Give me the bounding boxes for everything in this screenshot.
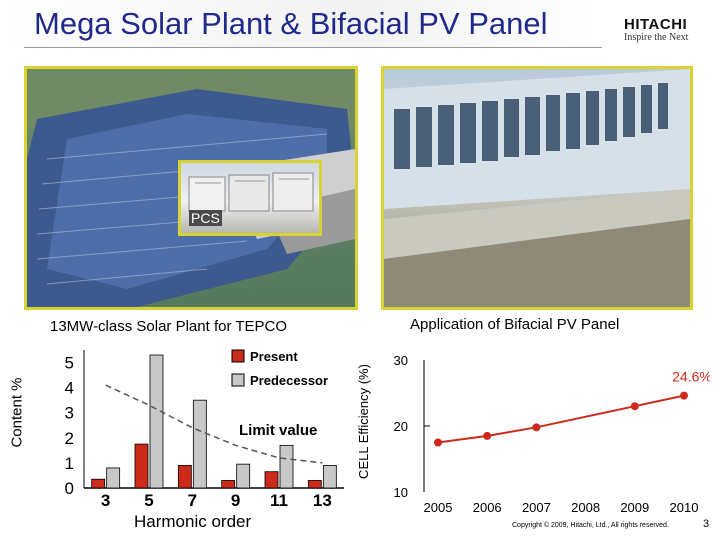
harmonic-y-tick-label: 1 xyxy=(65,454,74,473)
efficiency-point xyxy=(483,431,492,440)
copyright-notice: Copyright © 2009, Hitachi, Ltd., All rig… xyxy=(512,522,669,529)
efficiency-y-axis-label: CELL Efficiency (%) xyxy=(355,364,371,479)
efficiency-x-tick-label: 2007 xyxy=(522,500,551,515)
efficiency-y-tick-label: 30 xyxy=(394,353,408,368)
hitachi-logo: HITACHI Inspire the Next xyxy=(624,16,710,46)
pcs-label: PCS xyxy=(189,210,222,226)
bifacial-caption: Application of Bifacial PV Panel xyxy=(410,316,620,333)
limit-value-line xyxy=(105,384,323,464)
limit-value-label: Limit value xyxy=(239,422,317,439)
pcs-inset-photo: PCS xyxy=(178,160,322,236)
harmonic-bar-predecessor xyxy=(236,463,251,489)
efficiency-chart: 10 20 30 2005 2006 2007 2008 2009 2010 24.6% xyxy=(394,353,710,515)
harmonic-chart: Present Predecessor Limit value 0 1 2 3 4 5 3 5… xyxy=(65,349,344,510)
efficiency-annotation: 24.6% xyxy=(672,369,710,385)
harmonic-bar-predecessor xyxy=(279,444,294,489)
solar-plant-caption: 13MW-class Solar Plant for TEPCO xyxy=(50,318,288,335)
slide-title: Mega Solar Plant & Bifacial PV Panel xyxy=(34,6,548,41)
harmonic-x-axis-label: Harmonic order xyxy=(134,512,252,531)
harmonic-bar-predecessor xyxy=(106,467,121,489)
harmonic-bar-present xyxy=(134,443,149,489)
efficiency-x-tick-label: 2005 xyxy=(424,500,453,515)
efficiency-y-tick-label: 20 xyxy=(394,419,408,434)
harmonic-y-tick-label: 3 xyxy=(65,404,74,423)
harmonic-bar-predecessor xyxy=(149,354,164,489)
harmonic-bar-present xyxy=(307,480,322,489)
efficiency-x-tick-label: 2010 xyxy=(670,500,699,515)
harmonic-bar-present xyxy=(264,471,279,489)
harmonic-x-tick-label: 11 xyxy=(270,491,288,510)
efficiency-x-tick-label: 2009 xyxy=(620,500,649,515)
efficiency-point xyxy=(532,423,541,432)
legend-present-label: Present xyxy=(250,349,298,364)
harmonic-y-tick-label: 0 xyxy=(65,479,74,498)
bifacial-panel-photo xyxy=(381,66,693,310)
efficiency-line xyxy=(437,394,685,444)
title-bar xyxy=(0,0,600,48)
efficiency-point xyxy=(680,391,688,400)
efficiency-x-tick-label: 2006 xyxy=(473,500,502,515)
logo-wordmark: HITACHI xyxy=(624,16,688,33)
harmonic-bar-present xyxy=(177,465,192,489)
legend-predecessor-label: Predecessor xyxy=(250,373,328,388)
harmonic-bar-present xyxy=(91,478,106,489)
efficiency-point xyxy=(434,438,442,447)
harmonic-x-tick-label: 5 xyxy=(144,491,153,510)
efficiency-y-tick-label: 10 xyxy=(394,485,408,500)
efficiency-point xyxy=(630,402,639,411)
harmonic-x-tick-label: 13 xyxy=(313,491,332,510)
pcs-units-illustration xyxy=(188,172,314,212)
page-number: 3 xyxy=(703,518,710,530)
harmonic-x-tick-label: 9 xyxy=(231,491,240,510)
harmonic-bar-present xyxy=(221,480,236,489)
harmonic-x-tick-label: 7 xyxy=(188,491,197,510)
logo-tagline: Inspire the Next xyxy=(624,32,689,43)
legend-predecessor-swatch xyxy=(231,373,245,387)
harmonic-y-tick-label: 4 xyxy=(65,379,74,398)
legend-present-swatch xyxy=(231,349,245,363)
harmonic-y-axis-label: Content % xyxy=(8,377,26,448)
harmonic-y-tick-label: 5 xyxy=(65,354,74,373)
harmonic-bar-predecessor xyxy=(322,465,337,489)
harmonic-bar-predecessor xyxy=(192,399,207,489)
harmonic-legend: Present Predecessor xyxy=(231,349,328,388)
harmonic-y-tick-label: 2 xyxy=(65,429,74,448)
bifacial-wall-illustration xyxy=(384,69,690,307)
title-divider xyxy=(24,47,602,48)
efficiency-x-tick-label: 2008 xyxy=(571,500,600,515)
harmonic-x-tick-label: 3 xyxy=(101,491,110,510)
